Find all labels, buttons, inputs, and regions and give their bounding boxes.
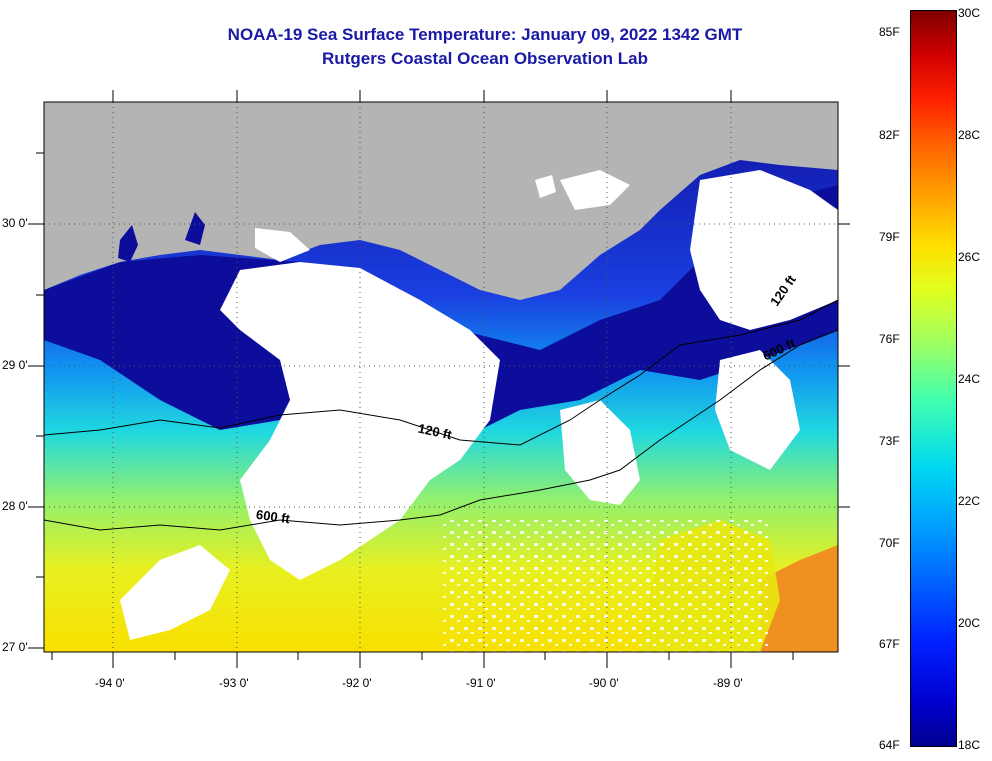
lon-label-89: -89 0' [713,676,743,690]
temperature-colorbar [910,10,957,747]
lon-label-93: -93 0' [219,676,249,690]
contour-120ft [44,299,838,446]
cb-label-28c: 28C [958,128,981,142]
lat-label-27: 27 0' [2,640,28,654]
contour-600ft [44,329,838,531]
lon-label-94: -94 0' [95,676,125,690]
land-mass [44,102,838,300]
cb-label-85f: 85F [879,25,900,39]
cb-label-24c: 24C [958,372,981,386]
cb-label-82f: 82F [879,128,900,142]
cb-label-67f: 67F [879,637,900,651]
map-frame [43,101,839,653]
cb-label-22c: 22C [958,494,981,508]
warm-water-patch [760,545,838,652]
axis-ticks [28,90,850,668]
lon-label-92: -92 0' [342,676,372,690]
cb-label-76f: 76F [879,332,900,346]
cb-label-20c: 20C [958,616,981,630]
cloud-mask-east [690,170,838,330]
cb-label-26c: 26C [958,250,981,264]
cloud-mask-central [220,262,500,580]
lat-label-30: 30 0' [2,216,28,230]
cb-label-79f: 79F [879,230,900,244]
cb-label-73f: 73F [879,434,900,448]
graticule [44,102,838,652]
cb-label-64f: 64F [879,738,900,752]
lat-label-29: 29 0' [2,358,28,372]
lon-label-90: -90 0' [589,676,619,690]
cb-label-70f: 70F [879,536,900,550]
cb-label-30c: 30C [958,6,981,20]
cb-label-18c: 18C [958,738,981,752]
lat-label-28: 28 0' [2,499,28,513]
map-subtitle: Rutgers Coastal Ocean Observation Lab [322,49,648,68]
lon-label-91: -91 0' [466,676,496,690]
map-title: NOAA-19 Sea Surface Temperature: January… [227,25,743,44]
